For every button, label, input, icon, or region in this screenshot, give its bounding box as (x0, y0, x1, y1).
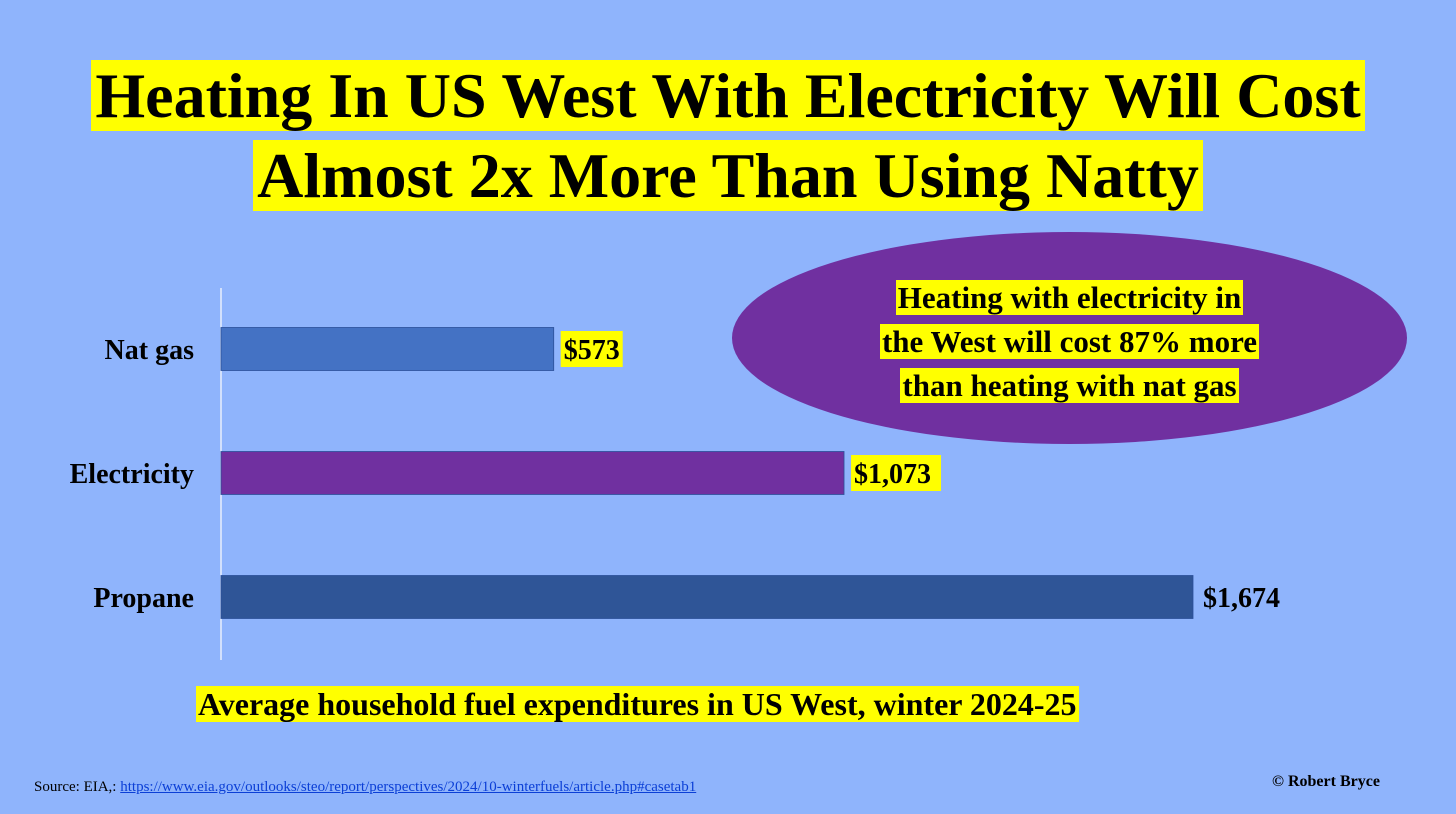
title-line-2: Almost 2x More Than Using Natty (253, 140, 1203, 211)
category-label: Propane (93, 583, 194, 614)
bar (220, 451, 845, 495)
callout-line-2: the West will cost 87% more (879, 324, 1260, 359)
bar (220, 575, 1194, 619)
bar (220, 327, 555, 371)
callout-text: Heating with electricity in the West wil… (732, 276, 1407, 408)
title-line-1: Heating In US West With Electricity Will… (91, 60, 1365, 131)
data-label: $1,073 (854, 459, 931, 490)
chart-caption: Average household fuel expenditures in U… (196, 682, 1079, 726)
data-label-highlight (851, 455, 942, 491)
chart-title: Heating In US West With Electricity Will… (0, 56, 1456, 216)
category-label: Electricity (70, 459, 194, 490)
data-label: $573 (564, 335, 620, 366)
callout-line-3: than heating with nat gas (900, 368, 1239, 403)
chart-caption-text: Average household fuel expenditures in U… (196, 686, 1079, 722)
callout-line-1: Heating with electricity in (895, 280, 1244, 315)
data-label: $1,674 (1203, 583, 1280, 614)
source-link[interactable]: https://www.eia.gov/outlooks/steo/report… (120, 779, 697, 795)
data-label-highlight (560, 331, 623, 367)
source-note: Source: EIA,: https://www.eia.gov/outloo… (34, 779, 696, 796)
copyright: © Robert Bryce (1272, 773, 1380, 790)
source-prefix: Source: EIA,: (34, 779, 121, 795)
category-label: Nat gas (105, 335, 195, 366)
